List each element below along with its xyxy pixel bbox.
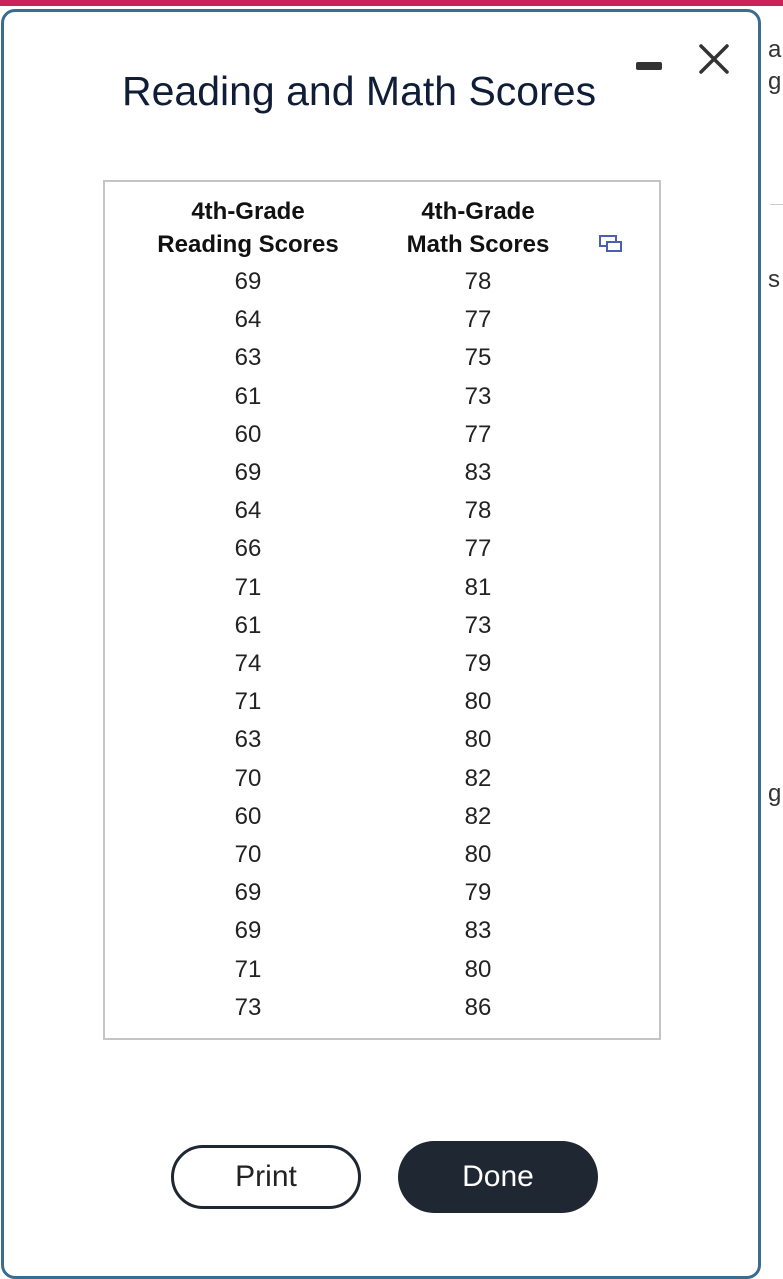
table-cell: 73 <box>234 993 262 1021</box>
table-cell: 69 <box>234 917 262 945</box>
table-cell: 70 <box>234 841 262 868</box>
table-cell: 64 <box>234 497 262 525</box>
header-line: 4th-Grade <box>421 198 535 225</box>
table-cell: 64 <box>234 306 262 334</box>
table-cell: 80 <box>464 955 492 983</box>
background-text: g <box>768 780 782 807</box>
table-cell: 79 <box>464 650 492 677</box>
close-button[interactable] <box>697 42 731 76</box>
table-cell: 83 <box>464 917 492 945</box>
table-cell: 82 <box>464 764 492 792</box>
background-text: g <box>768 68 782 95</box>
table-cell: 80 <box>464 841 492 868</box>
table-cell: 82 <box>464 802 492 830</box>
table-cell: 69 <box>234 879 262 907</box>
table-cell: 73 <box>464 611 492 639</box>
background-text: s <box>768 266 780 293</box>
minimize-button[interactable] <box>636 62 662 70</box>
table-cell: 74 <box>234 650 262 677</box>
table-cell: 77 <box>464 306 492 334</box>
divider <box>770 204 783 205</box>
table-cell: 73 <box>464 382 492 410</box>
dialog-title: Reading and Math Scores <box>122 68 597 114</box>
table-cell: 63 <box>234 344 262 372</box>
column-header: 4th-Grade Math Scores <box>363 195 593 261</box>
header-line: 4th-Grade <box>191 198 305 225</box>
table-cell: 77 <box>464 420 492 448</box>
background-text: a <box>768 36 782 63</box>
table-cell: 69 <box>234 459 262 486</box>
header-line: Math Scores <box>406 231 550 258</box>
column-header: 4th-Grade Reading Scores <box>133 195 363 261</box>
table-cell: 70 <box>234 764 262 792</box>
table-cell: 71 <box>234 955 262 983</box>
table-cell: 80 <box>464 688 492 716</box>
dialog <box>1 9 761 1279</box>
table-cell: 60 <box>234 802 262 830</box>
table-cell: 71 <box>234 688 262 716</box>
table-cell: 81 <box>464 573 492 601</box>
table-cell: 78 <box>464 497 492 525</box>
table-cell: 86 <box>464 993 492 1021</box>
table-cell: 61 <box>234 382 262 410</box>
table-cell: 79 <box>464 879 492 907</box>
done-button[interactable]: Done <box>398 1141 598 1213</box>
top-bar <box>0 0 783 6</box>
table-cell: 66 <box>234 535 262 563</box>
table-cell: 63 <box>234 726 262 754</box>
data-table <box>103 180 661 1040</box>
table-cell: 60 <box>234 420 262 448</box>
header-line: Reading Scores <box>157 231 339 258</box>
table-cell: 80 <box>464 726 492 754</box>
table-cell: 75 <box>464 344 492 372</box>
backdrop <box>766 6 783 1263</box>
table-cell: 78 <box>464 268 492 295</box>
table-cell: 77 <box>464 535 492 563</box>
table-cell: 69 <box>234 268 262 295</box>
table-cell: 83 <box>464 459 492 486</box>
table-cell: 71 <box>234 573 262 601</box>
copy-icon[interactable] <box>598 234 624 254</box>
table-cell: 61 <box>234 611 262 639</box>
print-button[interactable]: Print <box>171 1145 361 1209</box>
